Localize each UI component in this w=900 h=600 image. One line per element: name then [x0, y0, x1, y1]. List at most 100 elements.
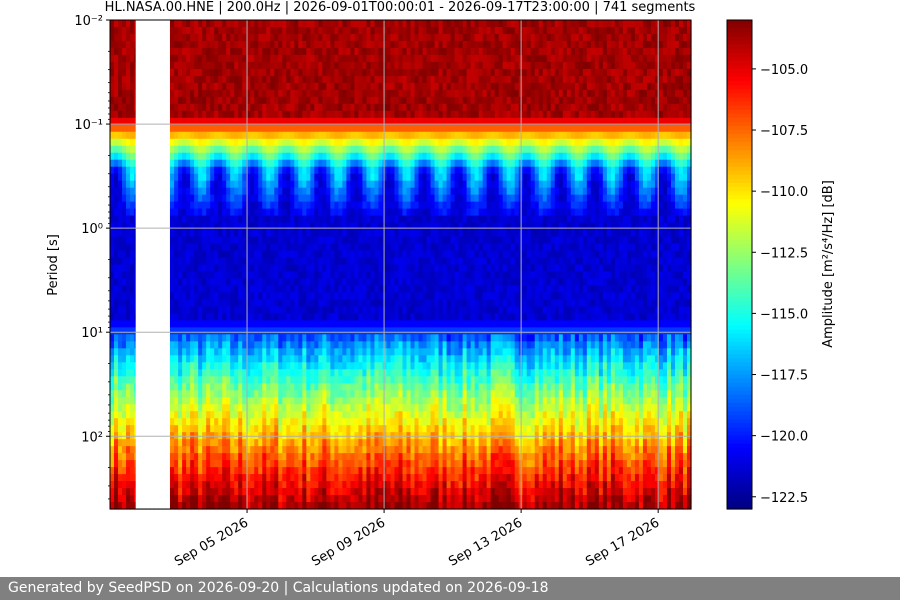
heatmap-cell — [170, 145, 175, 154]
heatmap-cell — [202, 369, 207, 377]
heatmap-cell — [342, 117, 348, 126]
heatmap-cell — [366, 446, 372, 454]
heatmap-cell — [386, 229, 392, 238]
heatmap-cell — [194, 152, 199, 161]
heatmap-cell — [306, 439, 311, 447]
heatmap-cell — [346, 201, 352, 210]
heatmap-cell — [330, 110, 335, 119]
heatmap-cell — [334, 33, 339, 42]
heatmap-cell — [274, 82, 279, 91]
heatmap-cell — [278, 68, 283, 77]
heatmap-cell — [322, 103, 327, 112]
heatmap-cell — [270, 166, 275, 175]
heatmap-cell — [302, 75, 307, 84]
heatmap-cell — [286, 278, 291, 287]
heatmap-cell — [314, 488, 319, 496]
heatmap-cell — [306, 61, 311, 70]
heatmap-cell — [130, 20, 135, 28]
heatmap-cell — [370, 488, 376, 496]
heatmap-cell — [238, 215, 243, 224]
heatmap-cell — [242, 201, 247, 210]
heatmap-cell — [358, 173, 364, 182]
heatmap-cell — [258, 495, 263, 503]
heatmap-cell — [186, 124, 191, 133]
heatmap-cell — [330, 243, 335, 252]
heatmap-cell — [318, 460, 323, 468]
heatmap-cell — [310, 131, 315, 140]
heatmap-cell — [358, 243, 364, 252]
heatmap-cell — [254, 453, 259, 461]
heatmap-cell — [278, 229, 283, 238]
heatmap-cell — [230, 313, 235, 321]
heatmap-cell — [190, 194, 195, 203]
heatmap-cell — [230, 47, 235, 56]
heatmap-cell — [266, 159, 271, 168]
heatmap-cell — [250, 159, 255, 168]
heatmap-cell — [230, 481, 235, 489]
heatmap-cell — [290, 145, 295, 154]
heatmap-cell — [234, 187, 239, 196]
heatmap-cell — [238, 26, 243, 35]
heatmap-cell — [294, 355, 299, 363]
heatmap-cell — [318, 474, 323, 482]
heatmap-cell — [378, 229, 384, 238]
heatmap-cell — [354, 159, 360, 168]
heatmap-cell — [298, 124, 303, 133]
heatmap-cell — [366, 187, 372, 196]
heatmap-cell — [382, 54, 388, 63]
heatmap-cell — [194, 348, 199, 356]
heatmap-cell — [386, 313, 392, 321]
heatmap-cell — [110, 390, 115, 398]
heatmap-cell — [390, 89, 396, 98]
heatmap-cell — [390, 131, 396, 140]
heatmap-cell — [258, 222, 263, 231]
heatmap-cell — [302, 194, 307, 203]
heatmap-cell — [114, 26, 119, 35]
heatmap-cell — [198, 166, 203, 175]
heatmap-cell — [318, 61, 323, 70]
heatmap-cell — [322, 96, 327, 105]
heatmap-cell — [314, 306, 319, 314]
heatmap-cell — [170, 474, 175, 482]
heatmap-cell — [294, 229, 299, 238]
heatmap-cell — [198, 194, 203, 203]
heatmap-cell — [322, 124, 327, 133]
heatmap-cell — [214, 20, 219, 28]
heatmap-cell — [234, 103, 239, 112]
heatmap-cell — [278, 194, 283, 203]
heatmap-cell — [286, 117, 291, 126]
heatmap-cell — [282, 453, 287, 461]
heatmap-cell — [170, 446, 175, 454]
heatmap-cell — [206, 166, 211, 175]
heatmap-cell — [362, 278, 368, 287]
heatmap-cell — [262, 187, 267, 196]
heatmap-cell — [334, 453, 339, 461]
heatmap-cell — [174, 292, 179, 301]
heatmap-cell — [302, 488, 307, 496]
heatmap-cell — [226, 327, 231, 335]
heatmap-cell — [130, 201, 135, 210]
heatmap-cell — [374, 348, 380, 356]
heatmap-cell — [242, 145, 247, 154]
heatmap-cell — [226, 474, 231, 482]
heatmap-cell — [290, 187, 295, 196]
heatmap-cell — [362, 222, 368, 231]
heatmap-cell — [246, 208, 251, 217]
heatmap-cell — [342, 26, 348, 35]
heatmap-cell — [362, 33, 368, 42]
heatmap-cell — [194, 488, 199, 496]
heatmap-cell — [322, 376, 327, 384]
heatmap-cell — [326, 68, 331, 77]
heatmap-cell — [322, 327, 327, 335]
heatmap-cell — [118, 166, 123, 175]
heatmap-cell — [262, 313, 267, 321]
heatmap-cell — [246, 61, 251, 70]
heatmap-cell — [354, 250, 360, 259]
heatmap-cell — [170, 96, 175, 105]
heatmap-cell — [294, 299, 299, 308]
heatmap-cell — [314, 369, 319, 377]
heatmap-cell — [226, 229, 231, 238]
heatmap-cell — [334, 47, 339, 56]
heatmap-cell — [130, 362, 135, 370]
heatmap-cell — [386, 117, 392, 126]
